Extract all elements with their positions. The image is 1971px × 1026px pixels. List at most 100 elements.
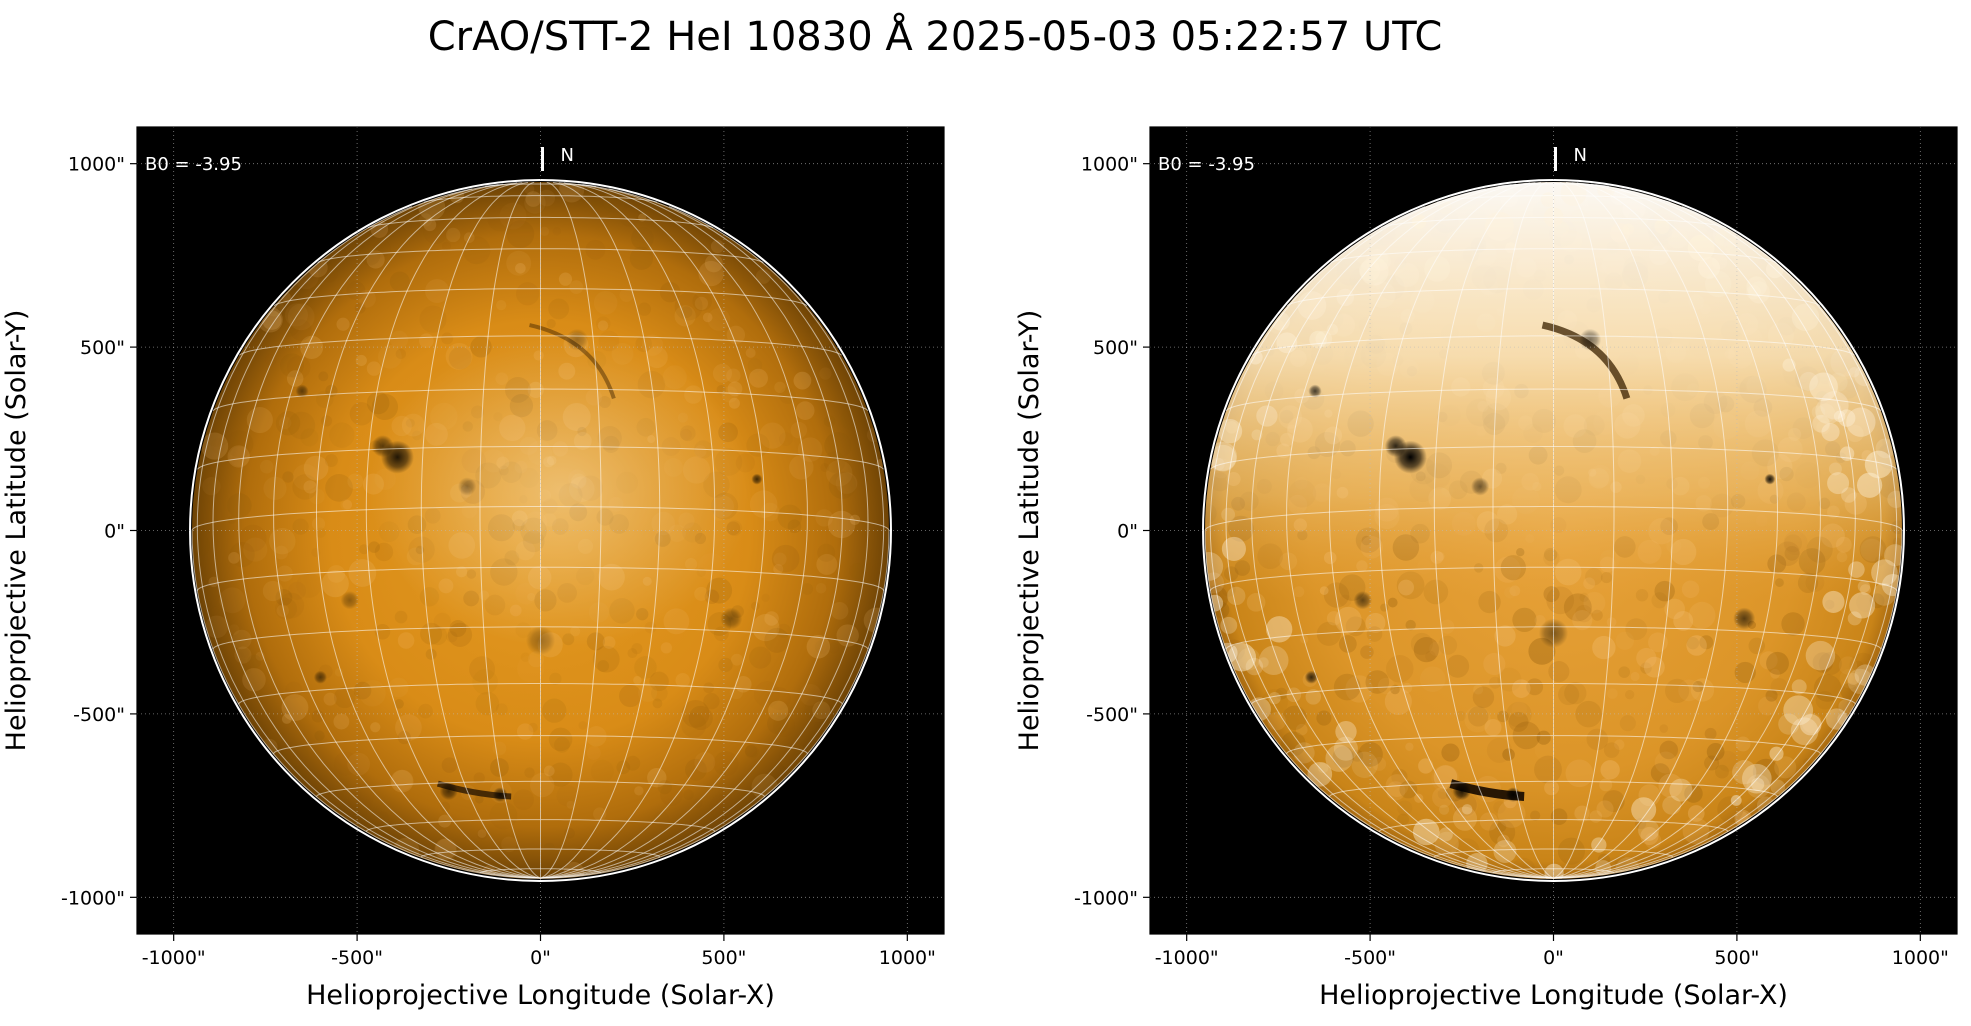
limb-brightening <box>1631 797 1657 823</box>
mottle <box>631 643 643 655</box>
mottle <box>660 642 673 654</box>
mottle <box>516 282 540 306</box>
mottle <box>433 612 452 631</box>
longitude-line <box>1286 183 1554 879</box>
mottle <box>210 438 226 454</box>
mottle <box>374 623 391 640</box>
limb-brightening <box>1207 441 1237 471</box>
limb-brightening <box>1258 657 1269 668</box>
mottle <box>749 490 778 518</box>
mottle <box>791 738 802 749</box>
mottle <box>472 668 498 695</box>
mottle <box>651 684 668 702</box>
mottle <box>593 807 607 821</box>
limb-brightening <box>1825 708 1848 730</box>
mottle <box>556 784 578 807</box>
limb-brightening <box>1809 372 1838 402</box>
limb-brightening <box>1372 252 1391 271</box>
mottle <box>292 474 318 500</box>
latitude-line <box>1286 288 1821 307</box>
mottle <box>513 789 534 811</box>
mottle <box>300 335 324 359</box>
mottle <box>192 534 211 557</box>
mottle <box>288 581 307 600</box>
mottle <box>549 672 562 685</box>
mottle <box>314 730 325 741</box>
mottle <box>586 746 601 761</box>
mottle <box>423 219 448 244</box>
limb-brightening <box>1484 211 1514 242</box>
mottle <box>228 624 240 635</box>
mottle <box>446 227 461 243</box>
limb-brightening <box>1841 487 1857 503</box>
longitude-line <box>479 181 541 879</box>
mottle <box>631 227 654 250</box>
mottle <box>292 463 319 491</box>
panel-right: -1000" -500" 0" 500" 1000" -1000" -500" 0" 500" 1… <box>1014 126 1958 1011</box>
mottle <box>619 207 639 227</box>
mottle <box>747 358 763 373</box>
limb-circle <box>1202 179 1905 882</box>
mottle <box>773 552 787 566</box>
mottle <box>240 664 252 676</box>
mottle <box>347 473 364 490</box>
limb-brightening <box>1424 255 1451 282</box>
limb-brightening <box>1638 819 1660 841</box>
limb-brightening <box>1846 407 1876 437</box>
longitude-line <box>540 206 885 879</box>
limb-circle <box>189 179 892 882</box>
disk-features <box>192 182 889 879</box>
mottle <box>473 772 485 784</box>
mottle <box>333 751 359 776</box>
mottle <box>348 783 374 810</box>
y-tick-label: 1000" <box>1081 154 1138 176</box>
mottle <box>489 801 518 830</box>
longitude-line <box>1328 182 1554 879</box>
mottle <box>633 675 642 685</box>
mottle <box>727 381 743 397</box>
mottle <box>290 319 312 341</box>
dark-feature <box>751 473 763 485</box>
mottle <box>229 446 250 467</box>
limb-brightening <box>1381 227 1402 248</box>
mottle <box>767 712 789 735</box>
mottle <box>420 622 443 645</box>
limb-brightening <box>1821 423 1840 442</box>
mottle <box>660 783 683 806</box>
mottle <box>828 471 856 499</box>
latitude-line <box>1330 248 1777 264</box>
dark-feature <box>1304 670 1319 684</box>
mottle <box>542 698 567 723</box>
limb-brightening <box>1815 403 1836 424</box>
mottle <box>324 454 338 468</box>
mottle <box>387 218 399 229</box>
panel-left: -1000" -500" 0" 500" 1000" -1000" -500" 0" 500" 1… <box>1 126 945 1011</box>
mottle <box>820 463 830 472</box>
mottle <box>359 544 370 555</box>
mottle <box>329 422 355 448</box>
latitude-line <box>191 506 890 531</box>
mottle <box>506 250 532 276</box>
mottle <box>425 278 450 304</box>
dark-feature <box>371 435 394 458</box>
mottle <box>354 302 366 314</box>
limb-brightening <box>1336 288 1354 307</box>
limb-brightening <box>1505 242 1517 254</box>
mottle <box>548 762 573 787</box>
limb-brightening <box>1815 397 1842 425</box>
latitude-line <box>479 868 602 874</box>
mottle <box>597 320 609 331</box>
mottle <box>296 572 322 598</box>
limb-brightening <box>1209 444 1237 472</box>
mottle <box>634 786 644 796</box>
mottle <box>281 694 309 721</box>
latitude-line <box>212 388 869 412</box>
limb-brightening <box>1259 645 1289 676</box>
longitude-line <box>420 181 541 879</box>
mottle <box>761 593 770 602</box>
mottle <box>824 432 852 460</box>
mottle <box>323 692 337 706</box>
mottle <box>441 332 454 345</box>
dark-feature <box>457 477 477 496</box>
longitude-line <box>315 182 541 879</box>
